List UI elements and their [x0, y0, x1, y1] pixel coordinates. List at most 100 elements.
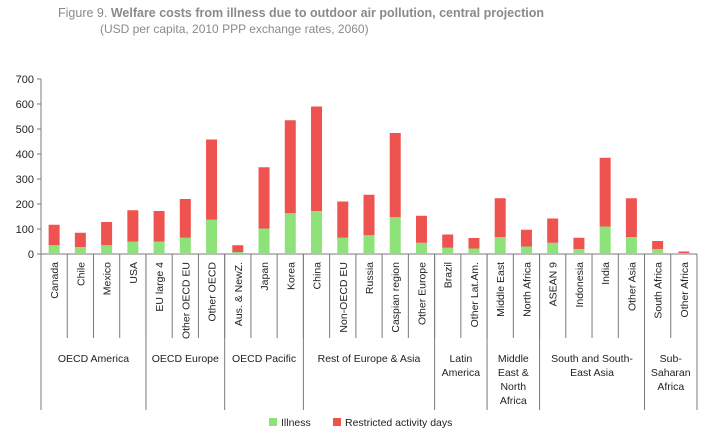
y-tick-label: 700: [16, 74, 34, 86]
category-label: South Africa: [653, 262, 665, 319]
group-label: North: [500, 381, 526, 393]
bar-restricted: [363, 194, 375, 236]
bar-illness: [206, 219, 218, 254]
bar-restricted: [179, 199, 191, 238]
y-tick-label: 0: [28, 249, 34, 261]
bar-restricted: [258, 167, 270, 229]
category-label: Brazil: [443, 262, 455, 288]
bar-illness: [625, 237, 637, 254]
category-label: Indonesia: [574, 262, 586, 308]
bar-restricted: [337, 201, 349, 238]
group-label: Saharan: [651, 367, 691, 379]
category-label: Russia: [364, 262, 376, 294]
y-tick-label: 100: [16, 224, 34, 236]
category-label: Korea: [285, 262, 297, 290]
y-tick-label: 300: [16, 174, 34, 186]
figure-number: Figure 9.: [58, 6, 108, 20]
category-label: Other Lat.Am.: [469, 262, 481, 327]
bar-restricted: [547, 218, 559, 243]
bar-illness: [573, 249, 585, 254]
bar-illness: [311, 211, 323, 254]
chart-subtitle: (USD per capita, 2010 PPP exchange rates…: [100, 22, 369, 36]
bar-illness: [415, 242, 427, 254]
bar-restricted: [232, 245, 244, 252]
category-label: Middle East: [495, 262, 507, 317]
bar-restricted: [652, 241, 664, 249]
legend-swatch-restricted: [333, 418, 341, 426]
bar-illness: [284, 213, 296, 254]
group-label: Sub-: [660, 353, 683, 365]
bar-restricted: [127, 210, 139, 242]
bar-illness: [232, 252, 244, 254]
bar-restricted: [573, 237, 585, 249]
y-tick-label: 200: [16, 199, 34, 211]
bar-restricted: [153, 211, 165, 242]
bar-illness: [494, 237, 506, 254]
bar-illness: [547, 242, 559, 254]
bar-illness: [363, 235, 375, 254]
category-label: Japan: [259, 262, 271, 291]
bar-illness: [442, 247, 454, 254]
bar-illness: [101, 245, 113, 254]
bar-restricted: [206, 139, 218, 220]
category-label: Caspian region: [390, 262, 402, 333]
bar-restricted: [48, 224, 60, 246]
bar-illness: [74, 247, 86, 254]
category-label: Other OECD: [207, 262, 219, 322]
category-label: Other Africa: [679, 262, 691, 318]
category-label: India: [600, 262, 612, 285]
group-label: Middle: [498, 353, 529, 365]
bar-illness: [599, 226, 611, 254]
legend-label-illness: Illness: [281, 417, 311, 429]
category-label: ASEAN 9: [548, 262, 560, 307]
group-label: Latin: [449, 353, 472, 365]
group-label: East &: [498, 367, 529, 379]
bar-illness: [389, 217, 401, 254]
y-tick-label: 500: [16, 124, 34, 136]
y-tick-label: 400: [16, 149, 34, 161]
bar-illness: [652, 249, 664, 254]
bar-illness: [48, 245, 60, 254]
bar-illness: [258, 228, 270, 254]
bar-restricted: [625, 198, 637, 237]
bar-restricted: [520, 229, 532, 247]
category-label: Other Asia: [626, 262, 638, 311]
group-label: Rest of Europe & Asia: [318, 353, 421, 365]
bar-illness: [468, 248, 480, 254]
bar-restricted: [74, 232, 86, 247]
category-label: North Africa: [521, 262, 533, 317]
bar-illness: [179, 237, 191, 254]
group-label: America: [442, 367, 481, 379]
bar-restricted: [599, 157, 611, 227]
category-label: Other Europe: [416, 262, 428, 325]
bar-restricted: [468, 238, 480, 249]
bar-restricted: [101, 222, 113, 246]
bar-illness: [337, 237, 349, 254]
legend-label-restricted: Restricted activity days: [345, 417, 452, 429]
bar-restricted: [415, 215, 427, 243]
bar-restricted: [678, 251, 690, 254]
group-label: OECD Europe: [152, 353, 219, 365]
bar-restricted: [442, 234, 454, 248]
bar-illness: [153, 241, 165, 254]
group-label: South and South-: [551, 353, 633, 365]
category-label: Mexico: [102, 262, 114, 295]
bar-illness: [127, 241, 139, 254]
chart-title: Figure 9. Welfare costs from illness due…: [58, 6, 544, 20]
category-label: China: [312, 262, 324, 290]
y-tick-label: 600: [16, 99, 34, 111]
bar-restricted: [389, 133, 401, 218]
bar-restricted: [494, 198, 506, 237]
bar-restricted: [311, 106, 323, 211]
group-label: OECD Pacific: [232, 353, 296, 365]
legend-swatch-illness: [269, 418, 277, 426]
figure-title-text: Welfare costs from illness due to outdoo…: [110, 6, 544, 20]
category-label: Canada: [49, 262, 61, 299]
category-label: Other OECD EU: [180, 262, 192, 339]
category-label: Chile: [75, 262, 87, 286]
group-label: OECD America: [58, 353, 129, 365]
category-label: Non-OECD EU: [338, 262, 350, 333]
group-label: East Asia: [570, 367, 614, 379]
group-label: Africa: [500, 395, 527, 407]
